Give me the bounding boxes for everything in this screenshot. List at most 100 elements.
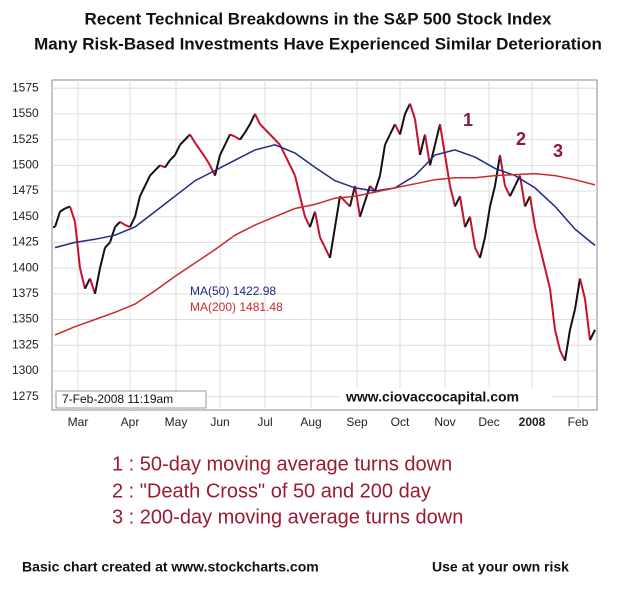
price-segment xyxy=(309,211,316,228)
x-tick-label: Jul xyxy=(257,415,272,429)
price-segment xyxy=(509,185,516,197)
price-segment xyxy=(214,154,221,176)
y-tick-label: 1325 xyxy=(12,337,39,351)
price-segment xyxy=(74,221,81,269)
price-segment xyxy=(419,134,426,156)
price-segment xyxy=(454,195,461,207)
price-segment xyxy=(589,329,596,341)
timestamp-box xyxy=(55,390,207,409)
price-segment xyxy=(124,224,131,228)
price-segment xyxy=(469,216,476,248)
annotation: 1 xyxy=(463,110,473,130)
price-segment xyxy=(179,138,186,146)
price-segment xyxy=(544,267,551,289)
price-segment xyxy=(564,329,571,361)
x-tick-label: May xyxy=(165,415,188,429)
price-segment xyxy=(359,200,366,218)
price-segment xyxy=(479,237,486,259)
legend-entry: MA(50) 1422.98 xyxy=(190,284,276,298)
price-segment xyxy=(164,159,171,168)
price-segment xyxy=(459,196,466,228)
note: 1 : 50-day moving average turns down xyxy=(112,453,452,475)
price-segment xyxy=(109,226,116,243)
note: 3 : 200-day moving average turns down xyxy=(112,506,463,528)
price-segment xyxy=(324,247,331,259)
price-segment xyxy=(264,128,271,136)
y-tick-label: 1575 xyxy=(12,80,39,94)
price-segment xyxy=(104,241,111,249)
price-segment xyxy=(464,216,471,228)
note: 2 : "Death Cross" of 50 and 200 day xyxy=(112,480,431,502)
price-segment xyxy=(374,175,381,192)
price-segment xyxy=(584,298,591,341)
y-tick-label: 1475 xyxy=(12,183,39,197)
x-tick-label: Nov xyxy=(434,415,455,429)
price-segment xyxy=(84,277,91,290)
price-segment xyxy=(129,216,136,228)
price-segment xyxy=(384,134,391,146)
price-segment xyxy=(294,175,301,197)
price-segment xyxy=(274,138,281,146)
y-tick-label: 1525 xyxy=(12,132,39,146)
legend-name: MA(50) xyxy=(190,284,229,298)
price-segment xyxy=(494,154,501,187)
price-segment xyxy=(144,175,151,187)
price-segment xyxy=(59,207,66,213)
price-segment xyxy=(389,123,396,135)
price-segment xyxy=(224,134,231,146)
price-segment xyxy=(204,156,211,166)
x-tick-label: Aug xyxy=(300,415,321,429)
price-segment xyxy=(319,236,326,249)
price-segment xyxy=(474,247,481,259)
price-segment xyxy=(114,221,121,228)
y-tick-label: 1425 xyxy=(12,235,39,249)
price-segment xyxy=(149,169,156,177)
x-tick-label: Jun xyxy=(210,415,229,429)
price-segment xyxy=(154,164,161,172)
price-segment xyxy=(484,206,491,238)
x-tick-label: Mar xyxy=(68,415,89,429)
price-segment xyxy=(234,135,241,141)
watermark: www.ciovaccocapital.com xyxy=(345,389,519,405)
price-segment xyxy=(94,267,101,295)
price-segment xyxy=(409,103,416,120)
price-segment xyxy=(429,144,436,166)
price-segment xyxy=(304,216,311,228)
x-tick-label: 2008 xyxy=(519,415,546,429)
price-segment xyxy=(239,131,246,141)
x-tick-label: Feb xyxy=(568,415,589,429)
price-segment xyxy=(404,103,411,115)
y-tick-label: 1300 xyxy=(12,363,39,377)
price-segment xyxy=(99,247,106,269)
legend-entry: MA(200) 1481.48 xyxy=(190,300,283,314)
price-segment xyxy=(354,185,361,217)
price-segment xyxy=(159,164,166,169)
moving-average xyxy=(54,172,596,336)
price-segment xyxy=(199,149,206,158)
price-segment xyxy=(254,113,261,125)
price-segment xyxy=(249,113,256,125)
legend-name: MA(200) xyxy=(190,300,236,314)
price-segment xyxy=(79,267,86,289)
x-tick-label: Dec xyxy=(478,415,499,429)
price-segment xyxy=(189,133,196,144)
x-tick-label: Sep xyxy=(346,415,368,429)
price-segment xyxy=(54,211,61,228)
price-segment xyxy=(174,144,181,156)
price-segment xyxy=(449,185,456,207)
price-segment xyxy=(329,226,336,259)
timestamp: 7-Feb-2008 11:19am xyxy=(62,392,173,406)
price-segment xyxy=(504,185,511,197)
price-segment xyxy=(169,154,176,161)
price-segment xyxy=(434,123,441,146)
price-segment xyxy=(489,185,496,207)
price-segment xyxy=(244,123,251,133)
plot: 1275 1300 1325 1350 1375 1400 1425 1450 1475 1500… xyxy=(12,80,597,429)
legend-value: 1422.98 xyxy=(233,284,277,298)
price-segment xyxy=(194,142,201,151)
moving-average xyxy=(54,144,596,249)
price-segment xyxy=(334,196,341,228)
price-segment xyxy=(519,175,526,207)
chart-title: Recent Technical Breakdowns in the S&P 5… xyxy=(84,9,552,28)
